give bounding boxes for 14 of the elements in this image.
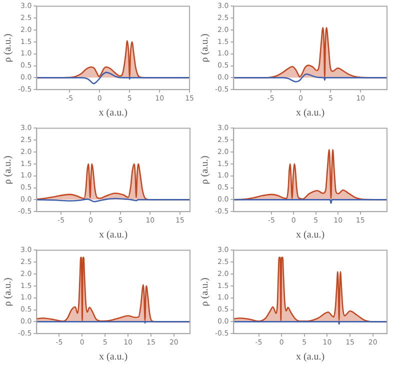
x-axis-title: x (a.u.) bbox=[296, 352, 325, 363]
y-axis-title: ρ (a.u.) bbox=[200, 156, 211, 184]
line-series bbox=[36, 72, 190, 84]
y-axis-title: ρ (a.u.) bbox=[200, 278, 211, 306]
y-axis-title: ρ (a.u.) bbox=[2, 156, 14, 184]
x-axis-title: x (a.u.) bbox=[98, 108, 128, 119]
y-axis-title: ρ (a.u.) bbox=[2, 34, 14, 62]
x-axis-title: x (a.u.) bbox=[99, 230, 128, 241]
x-axis-title: x (a.u.) bbox=[99, 352, 128, 363]
y-axis-title: ρ (a.u.) bbox=[200, 34, 211, 62]
x-axis-title: x (a.u.) bbox=[296, 108, 325, 119]
y-axis-title: ρ (a.u.) bbox=[2, 278, 14, 306]
line-series bbox=[234, 73, 387, 82]
x-axis-title: x (a.u.) bbox=[296, 230, 325, 241]
